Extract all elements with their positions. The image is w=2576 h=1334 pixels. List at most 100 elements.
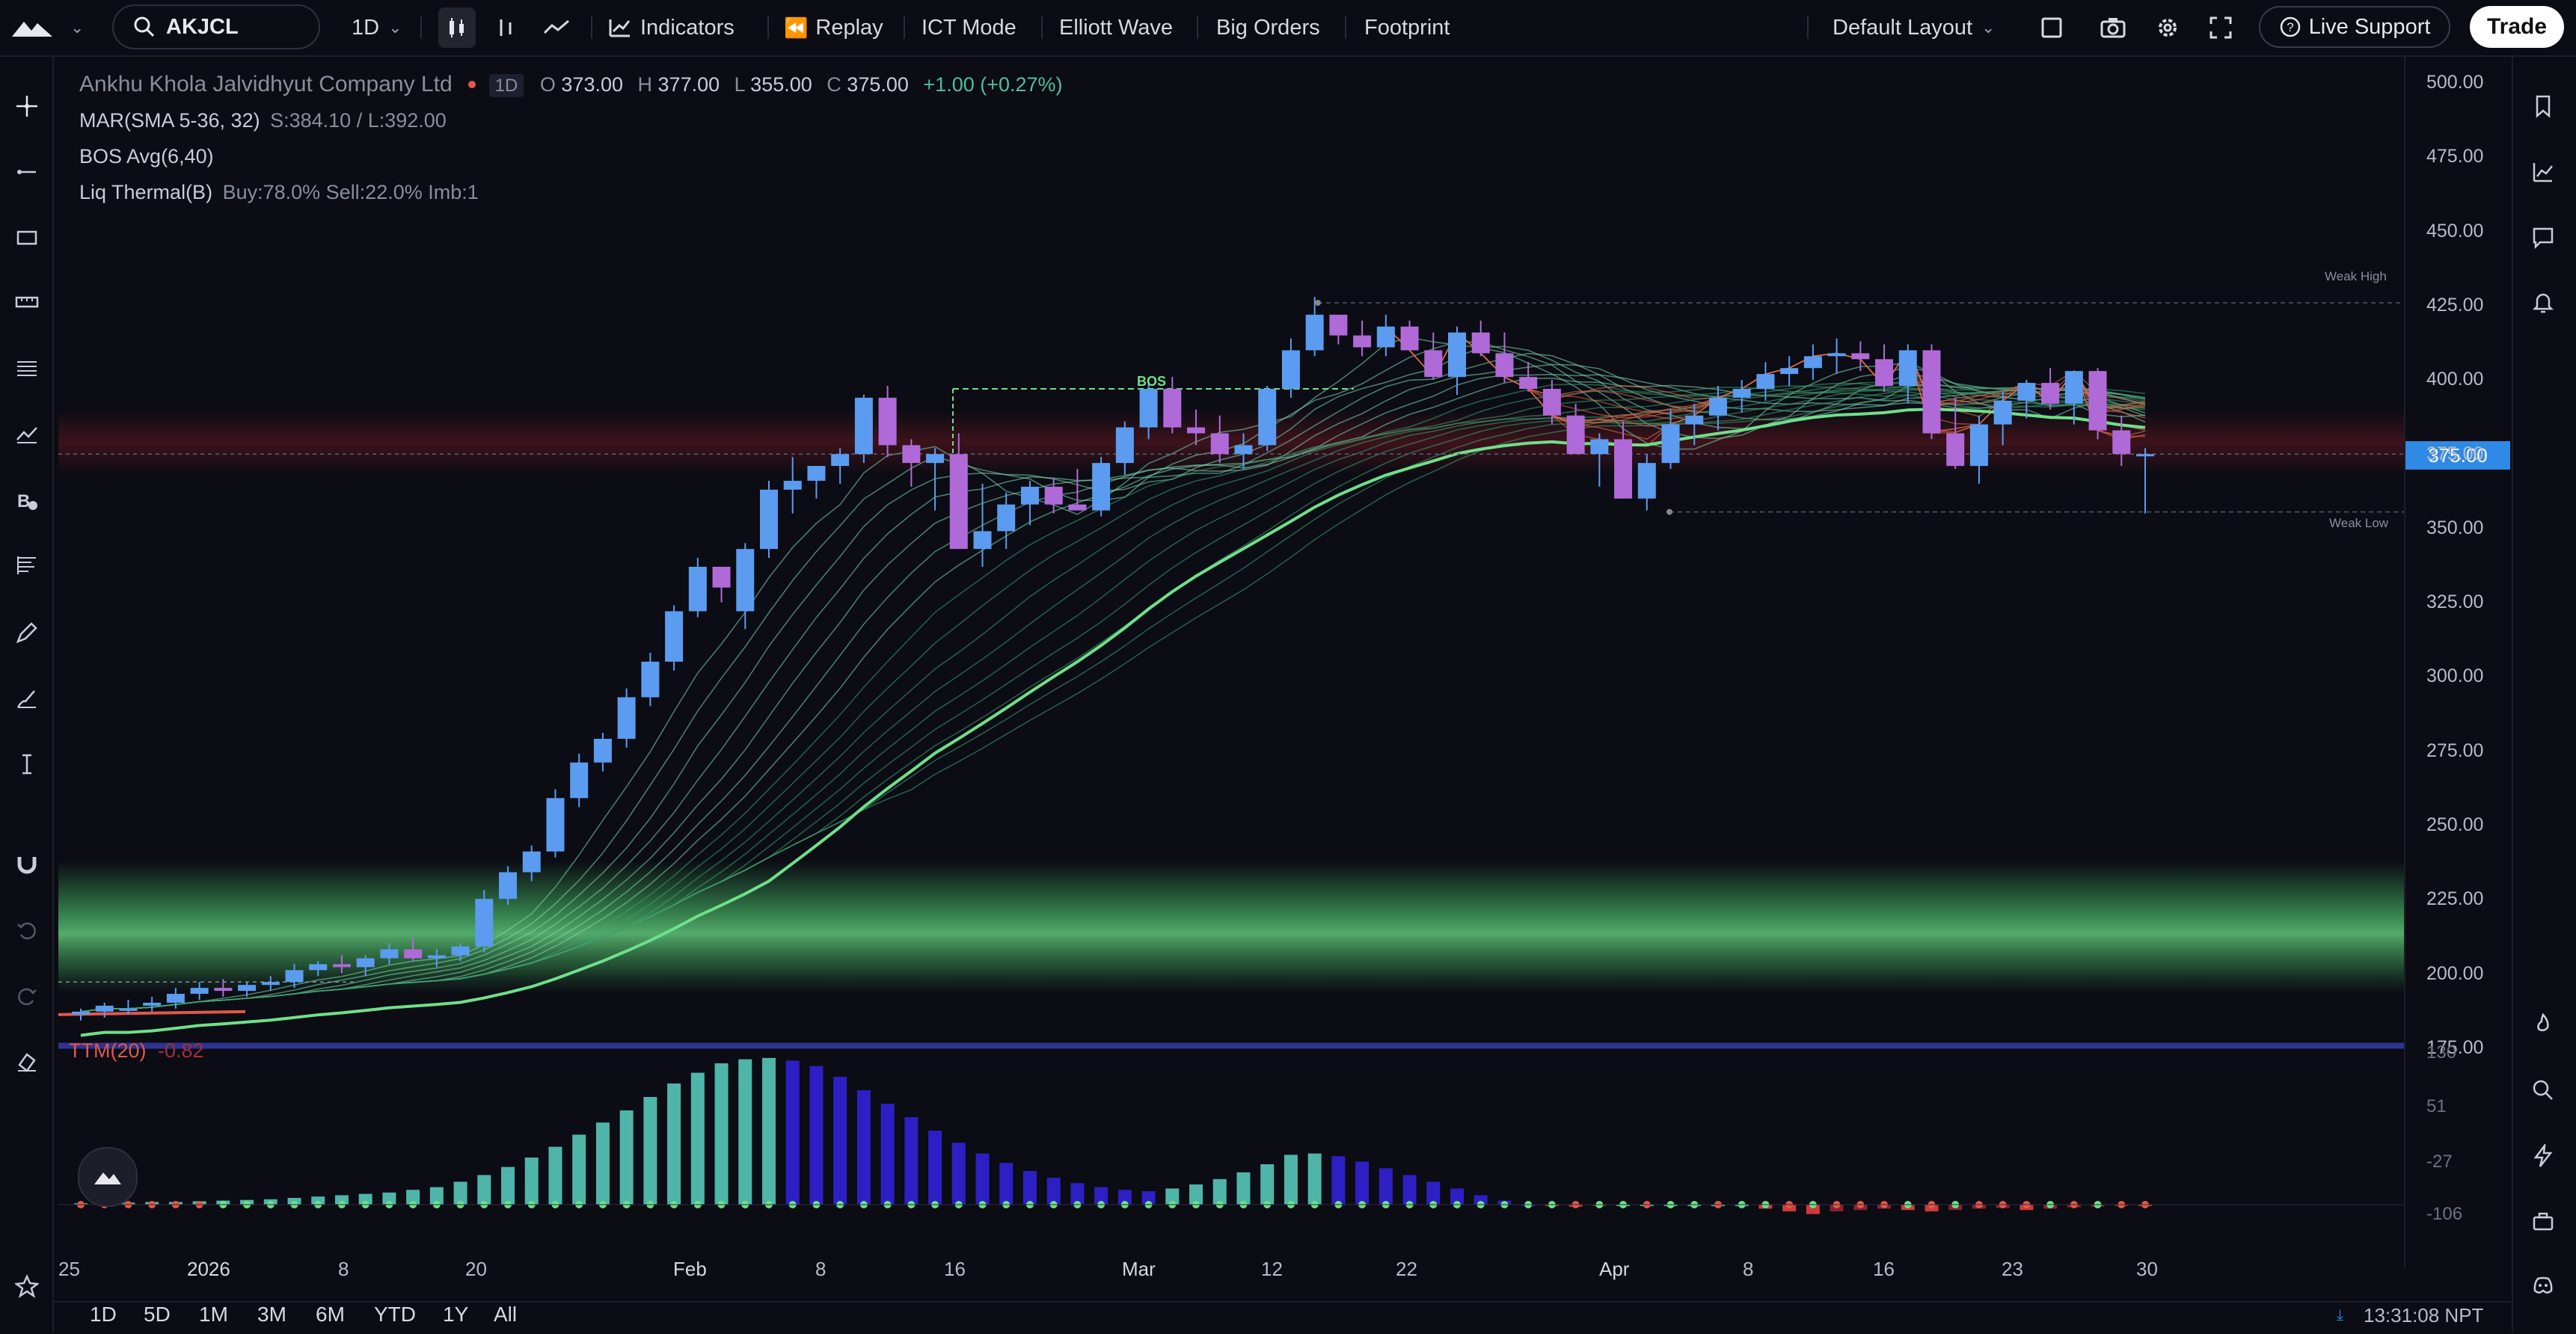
- candle-body: [2112, 430, 2131, 455]
- candle-body: [878, 397, 897, 446]
- divider: [591, 16, 592, 39]
- candles: [72, 297, 2154, 1021]
- time-axis-label: Apr: [1599, 1258, 1630, 1280]
- trash-icon[interactable]: [13, 1048, 40, 1075]
- text-icon[interactable]: [13, 751, 40, 778]
- liq-values: Buy:78.0% Sell:22.0% Imb:1: [222, 181, 479, 203]
- trade-button[interactable]: Trade: [2470, 6, 2564, 48]
- candles-chart-type-icon[interactable]: [438, 7, 476, 48]
- ma-ribbon-line: [80, 363, 2146, 1012]
- brush-text-icon[interactable]: B: [13, 488, 40, 514]
- candle-body: [736, 549, 755, 612]
- pen-icon[interactable]: [13, 619, 40, 646]
- timeframe-button-1d[interactable]: 1D: [90, 1303, 117, 1326]
- price-axis[interactable]: [2404, 57, 2512, 1268]
- timeframe-button-1y[interactable]: 1Y: [443, 1303, 469, 1326]
- ttm-bar: [311, 1196, 325, 1205]
- price-chart[interactable]: [58, 57, 2404, 1268]
- camera-icon[interactable]: [2100, 0, 2126, 55]
- chevron-down-icon: ⌄: [1981, 18, 1996, 37]
- ruler-icon[interactable]: [13, 289, 40, 316]
- alert-icon[interactable]: [2530, 289, 2557, 316]
- mar-indicator-legend[interactable]: MAR(SMA 5-36, 32) S:384.10 / L:392.00: [79, 109, 447, 132]
- ttm-bar: [1426, 1181, 1441, 1205]
- candle-body: [1946, 433, 1965, 467]
- timeframe-button-1m[interactable]: 1M: [199, 1303, 228, 1326]
- liq-thermal-legend[interactable]: Liq Thermal(B) Buy:78.0% Sell:22.0% Imb:…: [79, 181, 479, 204]
- hot-icon[interactable]: [2530, 1011, 2557, 1038]
- ttm-value: -0.82: [158, 1039, 204, 1062]
- ict-mode-button[interactable]: ICT Mode: [921, 0, 1016, 55]
- chart-logo-icon[interactable]: [78, 1147, 138, 1207]
- fullscreen-icon[interactable]: [2209, 0, 2232, 55]
- replay-button[interactable]: ⏪ Replay: [784, 0, 883, 55]
- time-axis-label: 20: [465, 1258, 487, 1280]
- magnet-icon[interactable]: [13, 849, 40, 876]
- long-position-icon[interactable]: [13, 552, 40, 579]
- logo-menu-chevron-icon[interactable]: ⌄: [70, 18, 85, 37]
- ttm-bar: [524, 1158, 539, 1205]
- ttm-bar: [1284, 1155, 1298, 1205]
- candle-body: [1756, 374, 1775, 389]
- timeframe-button-all[interactable]: All: [494, 1303, 518, 1326]
- app-logo-icon[interactable]: [10, 0, 54, 55]
- crosshair-icon[interactable]: [13, 93, 40, 120]
- candle-body: [356, 958, 375, 968]
- pattern-icon[interactable]: [13, 420, 40, 447]
- lightning-icon[interactable]: [2530, 1143, 2557, 1169]
- ttm-bar: [595, 1122, 610, 1205]
- star-icon[interactable]: [13, 1273, 40, 1300]
- indicators-button[interactable]: Indicators: [609, 0, 735, 55]
- bos-indicator-legend[interactable]: BOS Avg(6,40): [79, 145, 214, 168]
- discord-icon[interactable]: [2530, 1273, 2557, 1300]
- gear-icon[interactable]: [2156, 0, 2180, 55]
- timeframe-button-5d[interactable]: 5D: [144, 1303, 171, 1326]
- timeframe-button-3m[interactable]: 3M: [257, 1303, 286, 1326]
- rectangle-icon[interactable]: [13, 224, 40, 251]
- chat-icon[interactable]: [2530, 224, 2557, 251]
- osc-axis-label: 130: [2426, 1042, 2457, 1063]
- elliott-wave-button[interactable]: Elliott Wave: [1059, 0, 1173, 55]
- big-orders-button[interactable]: Big Orders: [1216, 0, 1320, 55]
- candle-body: [499, 872, 518, 900]
- ttm-bar: [833, 1077, 847, 1205]
- candle-body: [1898, 350, 1917, 387]
- timezone-arrow-icon[interactable]: ⤓: [2337, 1307, 2343, 1324]
- fib-icon[interactable]: [13, 356, 40, 383]
- candle-body: [1827, 353, 1846, 357]
- eraser-brush-icon[interactable]: [13, 685, 40, 712]
- candle-body: [2136, 454, 2154, 457]
- right-sidebar: [2512, 57, 2576, 1333]
- svg-text:?: ?: [2287, 20, 2293, 34]
- trend-line-icon[interactable]: [13, 159, 40, 185]
- layout-dropdown[interactable]: Default Layout ⌄: [1833, 0, 1995, 55]
- redo-icon[interactable]: [13, 983, 40, 1009]
- undo-icon[interactable]: [13, 917, 40, 944]
- symbol-search[interactable]: AKJCL: [112, 4, 320, 49]
- ttm-bar: [667, 1084, 681, 1205]
- candle-body: [1993, 400, 2012, 425]
- ttm-bar: [1236, 1172, 1251, 1205]
- briefcase-icon[interactable]: [2530, 1208, 2557, 1235]
- line-chart-type-icon[interactable]: [543, 0, 570, 55]
- bars-chart-type-icon[interactable]: [495, 0, 518, 55]
- candle-body: [427, 955, 446, 959]
- ttm-name: TTM(20): [69, 1039, 147, 1062]
- time-axis-label: 8: [338, 1258, 349, 1280]
- footprint-button[interactable]: Footprint: [1364, 0, 1450, 55]
- price-axis-label: 325.00: [2426, 591, 2484, 613]
- clock[interactable]: 13:31:08 NPT: [2364, 1304, 2484, 1327]
- watchlist-icon[interactable]: [2530, 159, 2557, 185]
- live-support-button[interactable]: ? Live Support: [2259, 6, 2450, 48]
- candle-body: [760, 489, 778, 550]
- interval-dropdown[interactable]: 1D ⌄: [352, 0, 402, 55]
- change-value: +1.00 (+0.27%): [923, 73, 1063, 96]
- single-layout-icon[interactable]: [2040, 0, 2063, 55]
- timeframe-button-6m[interactable]: 6M: [316, 1303, 345, 1326]
- timeframe-button-ytd[interactable]: YTD: [374, 1303, 416, 1326]
- search-icon[interactable]: [2530, 1077, 2557, 1104]
- ttm-bar: [643, 1097, 657, 1205]
- ttm-legend[interactable]: TTM(20) -0.82: [69, 1039, 204, 1063]
- time-axis-label: Feb: [673, 1258, 707, 1280]
- bookmark-icon[interactable]: [2530, 93, 2557, 120]
